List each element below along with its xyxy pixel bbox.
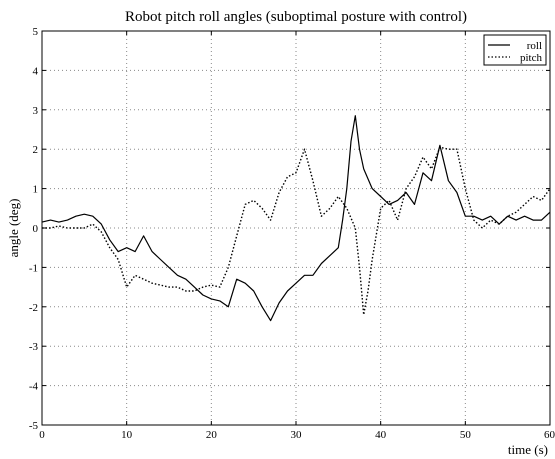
y-tick-label: -5 (29, 420, 39, 432)
grid-lines (42, 31, 550, 425)
y-axis-label: angle (deg) (6, 199, 21, 258)
y-tick-label: 0 (33, 223, 39, 235)
y-tick-label: 1 (33, 184, 39, 196)
series-lines (41, 115, 551, 322)
y-tick-label: 5 (33, 26, 39, 38)
x-tick-label: 40 (375, 429, 387, 441)
legend-label-pitch: pitch (520, 52, 542, 64)
x-axis-label: time (s) (508, 442, 548, 457)
y-tick-label: -1 (29, 262, 38, 274)
series-line-roll (41, 115, 551, 322)
x-tick-label: 0 (39, 429, 45, 441)
legend-box (483, 34, 547, 66)
x-tick-label: 10 (121, 429, 133, 441)
y-tick-label: 2 (33, 144, 39, 156)
y-tick-label: 3 (33, 105, 39, 117)
y-tick-label: -2 (29, 302, 38, 314)
y-tick-label: -4 (29, 381, 39, 393)
legend-label-roll: roll (527, 40, 542, 52)
y-tick-label: 4 (33, 65, 39, 77)
x-tick-label: 50 (460, 429, 472, 441)
chart-title: Robot pitch roll angles (suboptimal post… (125, 9, 467, 25)
series-line-pitch (42, 146, 551, 316)
y-tick-label: -3 (29, 341, 39, 353)
x-tick-label: 30 (291, 429, 303, 441)
plot-frame (41, 30, 551, 426)
x-tick-label: 20 (206, 429, 218, 441)
x-tick-label: 60 (544, 429, 555, 441)
